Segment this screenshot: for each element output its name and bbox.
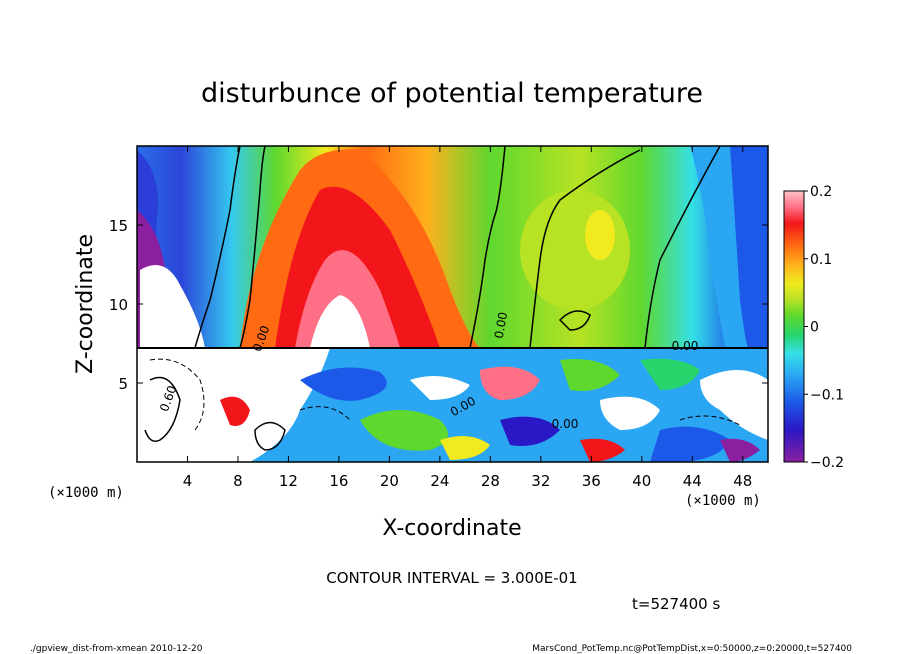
chart-title: disturbunce of potential temperature	[201, 78, 703, 109]
colorbar-ticks: 0.2 0.1 0 −0.1 −0.2	[804, 184, 844, 471]
colorbar-tick-label: 0	[810, 320, 819, 336]
y-unit-note: (×1000 m)	[48, 485, 124, 501]
y-axis-label: Z-coordinate	[73, 234, 98, 374]
x-tick-label: 28	[481, 472, 500, 490]
x-tick-label: 24	[430, 472, 449, 490]
x-tick-label: 20	[380, 472, 399, 490]
x-tick-label: 40	[632, 472, 651, 490]
yellow-patch	[585, 210, 615, 260]
colorbar-tick-label: 0.2	[810, 184, 832, 200]
x-tick-label: 16	[329, 472, 348, 490]
contour-interval-text: CONTOUR INTERVAL = 3.000E-01	[326, 569, 577, 587]
colorbar-tick-label: −0.1	[810, 387, 844, 403]
contour-labels: 0.000.000.000.000.000.60	[157, 311, 698, 431]
x-tick-label: 48	[733, 472, 752, 490]
x-tick-label: 36	[582, 472, 601, 490]
right-blue-band	[730, 146, 768, 348]
x-tick-label: 8	[233, 472, 243, 490]
colorbar	[783, 190, 805, 463]
contour-label: 0.00	[492, 311, 510, 340]
left-white-patch	[140, 265, 205, 348]
x-axis-label: X-coordinate	[382, 516, 521, 541]
x-axis: 4 8 12 16 20 24 28 32 36 40 44 48	[183, 146, 752, 490]
y-axis: 5 10 15	[109, 217, 768, 393]
footer-right: MarsCond_PotTemp.nc@PotTempDist,x=0:5000…	[532, 644, 852, 654]
heatmap-field	[137, 146, 768, 462]
contour-label: 0.00	[552, 417, 579, 431]
colorbar-tick-label: −0.2	[810, 455, 844, 471]
contour-lines	[137, 146, 768, 451]
y-tick-label: 15	[109, 217, 128, 235]
contour-label: 0.00	[672, 339, 699, 353]
x-tick-label: 12	[279, 472, 298, 490]
warm-plume-core	[310, 295, 370, 348]
x-tick-label: 32	[531, 472, 550, 490]
colorbar-tick-label: 0.1	[810, 252, 832, 268]
y-tick-label: 5	[118, 375, 128, 393]
time-text: t=527400 s	[632, 595, 720, 613]
y-tick-label: 10	[109, 296, 128, 314]
x-tick-label: 44	[683, 472, 702, 490]
x-unit-note: (×1000 m)	[685, 493, 761, 509]
x-tick-label: 4	[183, 472, 193, 490]
dashed-contours	[149, 358, 741, 431]
footer-left: ./gpview_dist-from-xmean 2010-12-20	[30, 644, 203, 654]
